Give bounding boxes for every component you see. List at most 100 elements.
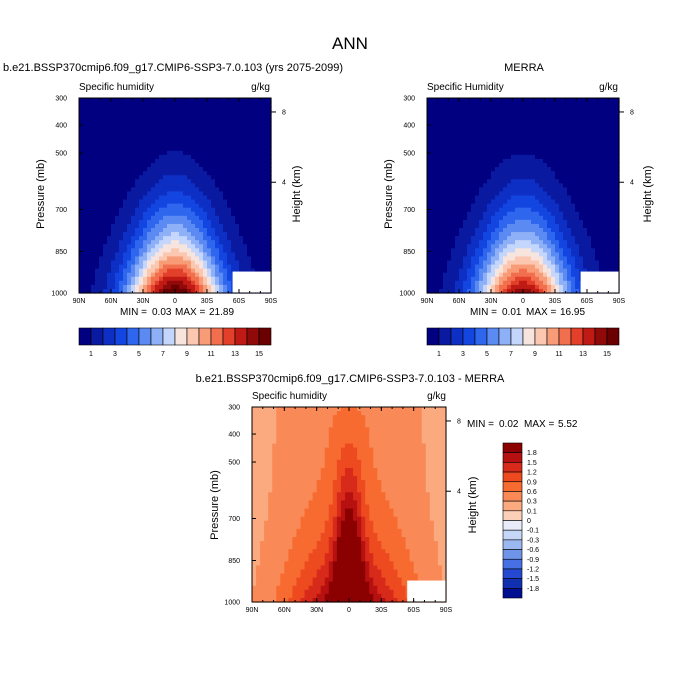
contour-cell xyxy=(316,411,322,416)
contour-cell xyxy=(123,240,128,245)
contour-cell xyxy=(300,411,306,416)
contour-cell xyxy=(427,142,432,148)
contour-cell xyxy=(187,118,192,123)
contour-cell xyxy=(79,228,84,233)
contour-cell xyxy=(115,264,120,270)
contour-cell xyxy=(123,171,128,176)
contour-cell xyxy=(483,195,488,201)
contour-cell xyxy=(171,138,176,144)
contour-cell xyxy=(455,122,460,128)
contour-cell xyxy=(413,411,419,416)
contour-cell xyxy=(179,171,184,176)
contour-cell xyxy=(183,114,188,119)
contour-cell xyxy=(183,158,188,164)
contour-cell xyxy=(427,276,432,282)
contour-cell xyxy=(79,207,84,213)
contour-cell xyxy=(163,187,168,193)
contour-cell xyxy=(611,183,616,188)
contour-cell xyxy=(495,118,500,123)
contour-cell xyxy=(463,154,468,160)
contour-cell xyxy=(171,203,176,209)
contour-cell xyxy=(151,118,156,123)
contour-cell xyxy=(79,158,84,164)
contour-cell xyxy=(595,118,600,123)
contour-cell xyxy=(547,232,552,237)
contour-cell xyxy=(111,191,116,197)
contour-cell xyxy=(251,175,256,180)
contour-cell xyxy=(499,102,504,107)
contour-cell xyxy=(231,207,236,213)
contour-cell xyxy=(211,150,216,156)
contour-cell xyxy=(247,98,252,103)
contour-cell xyxy=(499,264,504,270)
contour-cell xyxy=(195,207,200,213)
contour-cell xyxy=(495,268,500,274)
contour-cell xyxy=(527,167,532,172)
contour-cell xyxy=(539,264,544,270)
contour-cell xyxy=(389,411,395,416)
contour-cell xyxy=(123,264,128,270)
contour-cell xyxy=(487,207,492,213)
contour-cell xyxy=(243,219,248,225)
contour-cell xyxy=(471,252,476,258)
contour-cell xyxy=(511,102,516,107)
contour-cell xyxy=(483,203,488,209)
contour-plot xyxy=(427,98,620,294)
contour-cell xyxy=(215,102,220,107)
contour-cell xyxy=(95,228,100,233)
contour-cell xyxy=(103,207,108,213)
contour-cell xyxy=(455,195,460,201)
contour-cell xyxy=(207,203,212,209)
contour-cell xyxy=(523,268,528,274)
contour-cell xyxy=(369,411,374,416)
contour-cell xyxy=(479,219,484,225)
contour-cell xyxy=(243,114,248,119)
contour-cell xyxy=(159,106,164,111)
contour-cell xyxy=(91,240,96,245)
contour-cell xyxy=(155,163,160,168)
contour-cell xyxy=(451,252,456,258)
contour-cell xyxy=(183,179,188,184)
contour-cell xyxy=(587,106,592,111)
contour-cell xyxy=(239,179,244,184)
contour-cell xyxy=(459,280,464,286)
contour-cell xyxy=(547,150,552,156)
contour-cell xyxy=(353,415,358,420)
contour-cell xyxy=(123,130,128,136)
contour-cell xyxy=(527,134,532,140)
colorbar-swatch xyxy=(606,327,620,346)
contour-cell xyxy=(103,118,108,123)
contour-cell xyxy=(131,272,136,278)
contour-cell xyxy=(439,118,444,123)
contour-cell xyxy=(555,158,560,164)
contour-cell xyxy=(611,171,616,176)
contour-cell xyxy=(255,142,260,148)
contour-cell xyxy=(151,179,156,184)
contour-cell xyxy=(259,130,264,136)
contour-cell xyxy=(259,199,264,205)
contour-cell xyxy=(99,276,104,282)
contour-cell xyxy=(123,163,128,168)
contour-cell xyxy=(595,264,600,270)
contour-cell xyxy=(95,240,100,245)
contour-cell xyxy=(495,142,500,148)
contour-cell xyxy=(519,154,524,160)
contour-cell xyxy=(211,195,216,201)
contour-cell xyxy=(231,118,236,123)
contour-cell xyxy=(431,175,436,180)
contour-cell xyxy=(159,252,164,258)
contour-cell xyxy=(427,191,432,197)
contour-cell xyxy=(591,134,596,140)
contour-cell xyxy=(267,175,272,180)
contour-cell xyxy=(531,118,536,123)
contour-cell xyxy=(163,207,168,213)
contour-cell xyxy=(103,195,108,201)
contour-cell xyxy=(543,126,548,132)
contour-cell xyxy=(487,191,492,197)
contour-cell xyxy=(441,407,447,412)
contour-cell xyxy=(539,167,544,172)
colorbar-swatch xyxy=(126,327,140,346)
contour-cell xyxy=(575,150,580,156)
contour-cell xyxy=(255,223,260,229)
contour-cell xyxy=(267,228,272,233)
